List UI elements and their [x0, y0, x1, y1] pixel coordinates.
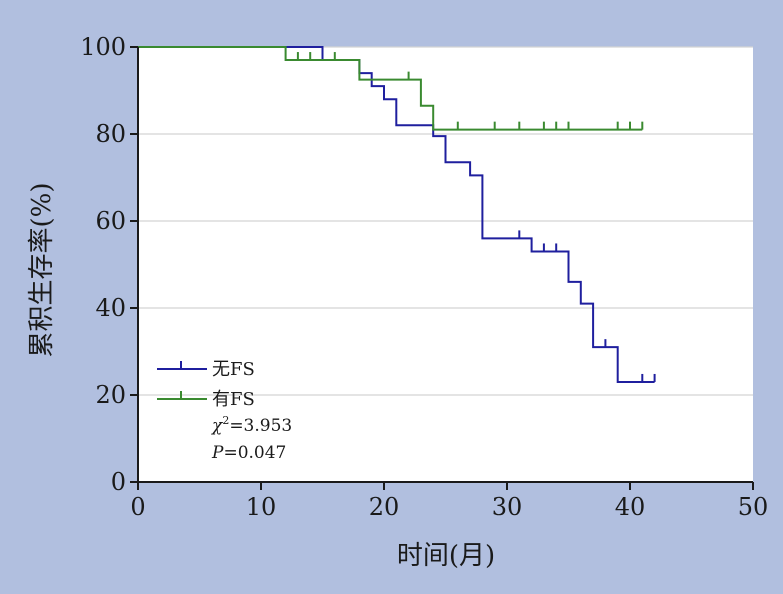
p-value-stat: P=0.047	[211, 443, 286, 463]
y-tick-label-20: 20	[95, 381, 126, 409]
legend: 无FS 有FS χ2=3.953 P=0.047	[157, 359, 292, 463]
series-line-0	[138, 46, 655, 383]
y-tick-label-0: 0	[111, 468, 126, 496]
legend-label-fs: 有FS	[212, 389, 255, 410]
series-line-1	[138, 46, 643, 131]
grid-lines	[138, 46, 753, 396]
x-tick-label-0: 0	[130, 493, 145, 521]
chi-value: =3.953	[229, 416, 292, 436]
x-tick-label-40: 40	[615, 493, 646, 521]
series-layer	[138, 46, 656, 383]
x-tick-label-30: 30	[492, 493, 523, 521]
y-axis-title: 累积生存率(%)	[27, 183, 57, 358]
y-tick-label-80: 80	[95, 120, 126, 148]
x-axis-title: 时间(月)	[397, 541, 495, 571]
chi-symbol: χ	[211, 416, 224, 436]
y-tick-label-40: 40	[95, 294, 126, 322]
chi-square-stat: χ2=3.953	[211, 414, 292, 436]
p-symbol: P	[211, 443, 224, 463]
legend-label-no-fs: 无FS	[212, 359, 255, 380]
y-tick-label-100: 100	[80, 33, 126, 61]
axes: 0 10 20 30 40 50 0 20 40 60 80 100	[80, 33, 768, 521]
chi-superscript: 2	[222, 414, 229, 427]
x-tick-label-10: 10	[246, 493, 277, 521]
x-tick-label-50: 50	[738, 493, 769, 521]
p-value: =0.047	[223, 443, 286, 463]
x-tick-label-20: 20	[369, 493, 400, 521]
plot-area	[138, 47, 753, 482]
y-tick-label-60: 60	[95, 207, 126, 235]
